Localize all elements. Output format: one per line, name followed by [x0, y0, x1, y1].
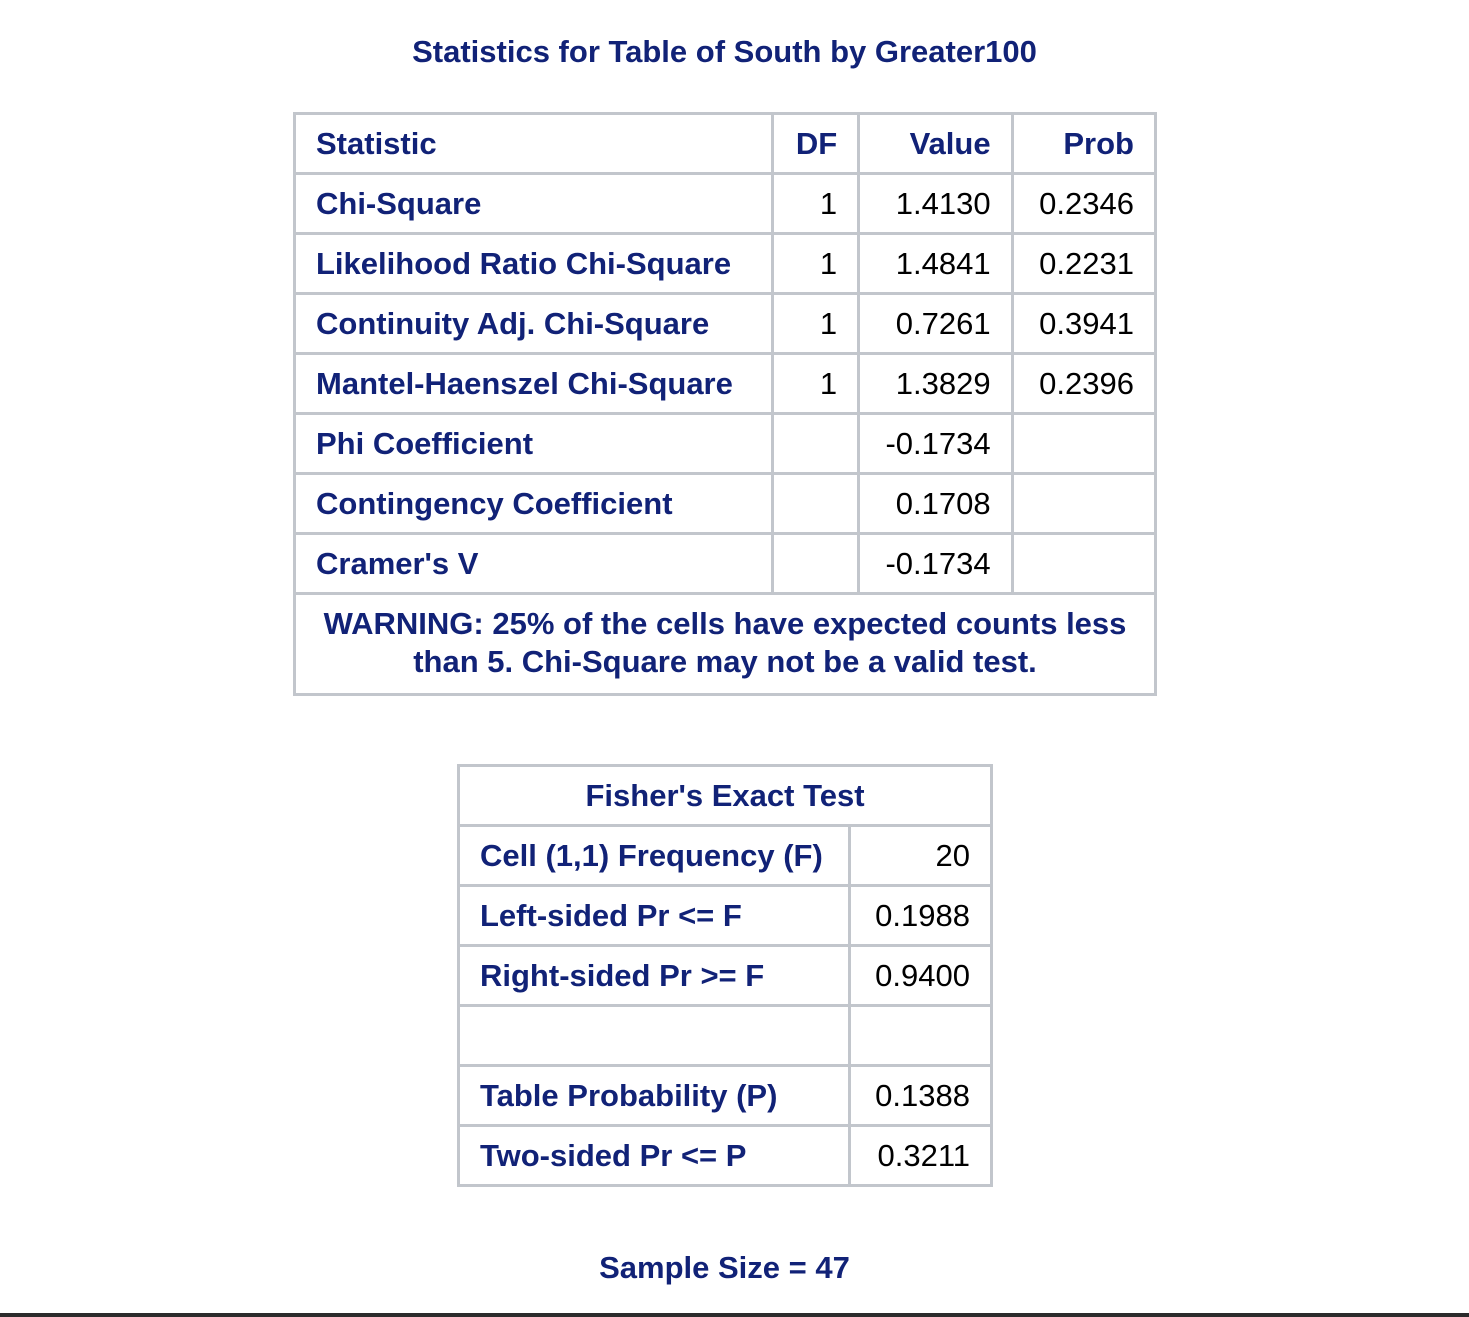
fisher-exact-test-table: Fisher's Exact Test Cell (1,1) Frequency… [457, 764, 993, 1187]
fisher-table-caption: Fisher's Exact Test [457, 764, 993, 827]
statistic-value: 1.4130 [857, 172, 1014, 235]
table-header-row: Statistic DF Value Prob [293, 112, 1158, 175]
statistic-name: Cramer's V [293, 532, 774, 595]
statistic-value: 1.4841 [857, 232, 1014, 295]
df-value [770, 412, 861, 475]
statistic-name: Continuity Adj. Chi-Square [293, 292, 774, 355]
statistic-value: -0.1734 [857, 412, 1014, 475]
table-row: Mantel-Haenszel Chi-Square 1 1.3829 0.23… [293, 352, 1158, 415]
table-row: Chi-Square 1 1.4130 0.2346 [293, 172, 1158, 235]
statistic-name: Phi Coefficient [293, 412, 774, 475]
fisher-row-value: 0.3211 [848, 1124, 993, 1187]
table-row: Two-sided Pr <= P 0.3211 [457, 1124, 993, 1187]
fisher-row-label: Two-sided Pr <= P [457, 1124, 851, 1187]
df-value: 1 [770, 232, 861, 295]
column-header-df: DF [770, 112, 861, 175]
warning-row: WARNING: 25% of the cells have expected … [293, 592, 1157, 696]
prob-value [1010, 532, 1158, 595]
statistic-value: -0.1734 [857, 532, 1014, 595]
table-row: Table Probability (P) 0.1388 [457, 1064, 993, 1127]
table-row: Contingency Coefficient 0.1708 [293, 472, 1158, 535]
table-caption-row: Fisher's Exact Test [457, 764, 993, 827]
statistic-name: Chi-Square [293, 172, 774, 235]
prob-value: 0.2346 [1010, 172, 1158, 235]
prob-value [1010, 412, 1158, 475]
df-value: 1 [770, 352, 861, 415]
chi-square-warning: WARNING: 25% of the cells have expected … [293, 592, 1157, 696]
table-row: Left-sided Pr <= F 0.1988 [457, 884, 993, 947]
fisher-row-value: 20 [848, 824, 993, 887]
statistic-name: Likelihood Ratio Chi-Square [293, 232, 774, 295]
fisher-row-label: Table Probability (P) [457, 1064, 851, 1127]
table-row: Likelihood Ratio Chi-Square 1 1.4841 0.2… [293, 232, 1158, 295]
statistic-name: Contingency Coefficient [293, 472, 774, 535]
table-row: Cramer's V -0.1734 [293, 532, 1158, 595]
fisher-row-value: 0.1988 [848, 884, 993, 947]
statistic-value: 0.7261 [857, 292, 1014, 355]
sample-size-note: Sample Size = 47 [599, 1250, 850, 1285]
statistics-table: Statistic DF Value Prob Chi-Square 1 1.4… [293, 112, 1158, 696]
prob-value [1010, 472, 1158, 535]
column-header-statistic: Statistic [293, 112, 774, 175]
df-value [770, 532, 861, 595]
column-header-prob: Prob [1010, 112, 1158, 175]
prob-value: 0.2231 [1010, 232, 1158, 295]
statistic-value: 1.3829 [857, 352, 1014, 415]
fisher-row-value [848, 1004, 993, 1067]
statistic-name: Mantel-Haenszel Chi-Square [293, 352, 774, 415]
df-value: 1 [770, 292, 861, 355]
fisher-row-label: Cell (1,1) Frequency (F) [457, 824, 851, 887]
prob-value: 0.2396 [1010, 352, 1158, 415]
fisher-row-label [457, 1004, 851, 1067]
df-value [770, 472, 861, 535]
bottom-divider [0, 1313, 1469, 1317]
fisher-row-label: Left-sided Pr <= F [457, 884, 851, 947]
statistic-value: 0.1708 [857, 472, 1014, 535]
table-row: Cell (1,1) Frequency (F) 20 [457, 824, 993, 887]
fisher-row-value: 0.9400 [848, 944, 993, 1007]
table-row: Continuity Adj. Chi-Square 1 0.7261 0.39… [293, 292, 1158, 355]
df-value: 1 [770, 172, 861, 235]
table-row [457, 1004, 993, 1067]
column-header-value: Value [857, 112, 1014, 175]
prob-value: 0.3941 [1010, 292, 1158, 355]
table-row: Phi Coefficient -0.1734 [293, 412, 1158, 475]
fisher-row-label: Right-sided Pr >= F [457, 944, 851, 1007]
page-title: Statistics for Table of South by Greater… [412, 34, 1037, 69]
table-row: Right-sided Pr >= F 0.9400 [457, 944, 993, 1007]
fisher-row-value: 0.1388 [848, 1064, 993, 1127]
